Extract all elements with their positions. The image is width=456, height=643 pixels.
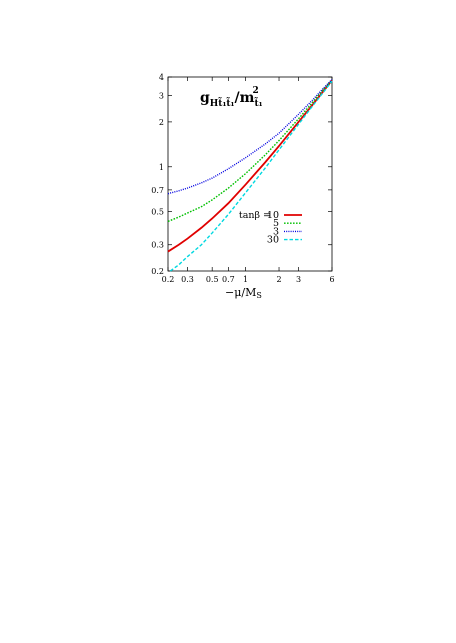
legend-label-5: 5 xyxy=(273,218,279,229)
x-tick-label: 0.3 xyxy=(181,275,194,284)
x-tick-label: 3 xyxy=(296,275,301,284)
y-tick-label: 0.3 xyxy=(151,241,164,250)
series-line-3 xyxy=(167,78,333,195)
legend-label-30: 30 xyxy=(267,235,279,246)
chart-title: gHt̃₁t̃₁/mt̃₁2 xyxy=(200,86,263,109)
y-tick-label: 2 xyxy=(159,118,164,127)
y-tick-label: 0.7 xyxy=(151,186,164,195)
y-tick-label: 1 xyxy=(159,163,164,172)
legend-label-3: 3 xyxy=(273,226,279,237)
x-tick-label: 0.7 xyxy=(222,275,235,284)
legend-label-10: 10 xyxy=(267,210,279,221)
x-tick-label: 6 xyxy=(329,275,334,284)
x-axis-label: −μ/MS xyxy=(225,286,262,300)
x-tick-label: 1 xyxy=(243,275,248,284)
x-tick-label: 0.5 xyxy=(206,275,219,284)
y-tick-label: 0.5 xyxy=(151,208,164,217)
y-tick-label: 4 xyxy=(159,73,164,82)
series-line-5 xyxy=(167,79,333,223)
x-tick-label: 2 xyxy=(276,275,281,284)
series-line-30 xyxy=(169,80,333,272)
x-tick-label: 0.2 xyxy=(162,275,175,284)
series-line-10 xyxy=(167,79,333,253)
y-tick-label: 0.2 xyxy=(151,267,164,276)
y-tick-label: 3 xyxy=(159,92,164,101)
series-lines xyxy=(167,78,333,272)
legend-header: tanβ = xyxy=(239,210,271,221)
plot-frame xyxy=(167,76,333,272)
